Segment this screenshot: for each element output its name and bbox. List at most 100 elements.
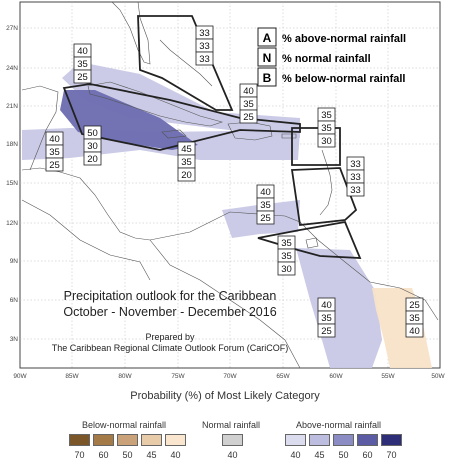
- key-text-b: % below-normal rainfall: [282, 73, 405, 85]
- probability-cell: [277, 261, 296, 276]
- probability-value-b: 33: [350, 185, 361, 196]
- key-letter-b: B: [263, 71, 272, 85]
- lon-label: 70W: [223, 373, 237, 380]
- probability-value-n: 35: [321, 313, 332, 324]
- probability-boxes: 33 33 33 40 35 25 40 35 25 35 35 30 40 35 25 50 30 20 45 35…: [45, 25, 424, 338]
- below-swatch: [93, 434, 114, 446]
- probability-value-a: 25: [409, 300, 420, 311]
- lat-label: 3N: [10, 336, 19, 343]
- lon-label: 90W: [13, 373, 27, 380]
- below-swatch-value: 45: [146, 450, 157, 460]
- probability-value-b: 30: [321, 136, 332, 147]
- prepared-by-line1: Prepared by: [145, 332, 195, 342]
- probability-value-a: 35: [321, 110, 332, 121]
- probability-value-b: 40: [409, 326, 420, 337]
- bahamas-outline: [159, 39, 213, 87]
- above-swatch: [381, 434, 402, 446]
- probability-box: 40 35 25: [45, 131, 64, 172]
- below-swatch-value: 50: [122, 450, 133, 460]
- map-title-line1: Precipitation outlook for the Caribbean: [64, 289, 277, 303]
- lat-label: 6N: [10, 297, 19, 304]
- key-text-n: % normal rainfall: [282, 53, 371, 65]
- above-swatch: [333, 434, 354, 446]
- probability-value-b: 20: [87, 154, 98, 165]
- key-box-n: [257, 47, 277, 67]
- lon-label: 75W: [171, 373, 185, 380]
- probability-value-n: 35: [409, 313, 420, 324]
- key-box-a: [257, 27, 277, 47]
- probability-box: 45 35 20: [177, 141, 196, 182]
- probability-cell: [346, 182, 365, 197]
- lon-label: 60W: [329, 373, 343, 380]
- probability-value-a: 40: [49, 134, 60, 145]
- probability-value-a: 35: [281, 238, 292, 249]
- normal-label: Normal rainfall: [202, 420, 261, 430]
- lat-label: 9N: [10, 258, 19, 265]
- lon-label: 55W: [381, 373, 395, 380]
- probability-box: 33 33 33: [195, 25, 214, 66]
- probability-box: 40 35 25: [317, 297, 336, 338]
- below-normal-label: Below-normal rainfall: [82, 420, 167, 430]
- probability-box: 33 33 33: [346, 156, 365, 197]
- probability-value-a: 45: [181, 144, 192, 155]
- probability-box: 40 35 25: [239, 83, 258, 124]
- probability-value-n: 33: [199, 41, 210, 52]
- above-swatch: [357, 434, 378, 446]
- coastlines: [21, 1, 439, 369]
- probability-value-b: 30: [281, 264, 292, 275]
- probability-legend: Probability (%) of Most Likely Category …: [0, 386, 450, 462]
- probability-value-n: 35: [49, 147, 60, 158]
- lat-label: 27N: [6, 25, 18, 32]
- jamaica-outline: [161, 129, 187, 139]
- probability-value-n: 35: [77, 59, 88, 70]
- above-swatch: [285, 434, 306, 446]
- south-america-outline: [149, 211, 439, 321]
- lat-label: 18N: [6, 141, 18, 148]
- probability-value-b: 33: [199, 54, 210, 65]
- probability-value-n: 30: [87, 141, 98, 152]
- andes-outline: [149, 239, 301, 369]
- pacific-coast-outline: [21, 199, 151, 281]
- legend-title: Probability (%) of Most Likely Category: [130, 390, 320, 402]
- below-swatch: [69, 434, 90, 446]
- lon-label: 85W: [65, 373, 79, 380]
- probability-value-b: 25: [49, 160, 60, 171]
- probability-value-n: 33: [350, 172, 361, 183]
- above-swatch-value: 60: [362, 450, 373, 460]
- probability-value-a: 50: [87, 128, 98, 139]
- probability-cell: [256, 210, 275, 225]
- probability-value-a: 40: [243, 86, 254, 97]
- probability-cell: [239, 109, 258, 124]
- longitude-labels: 90W 85W 80W 75W 70W 65W 60W 55W 50W: [13, 373, 445, 380]
- lat-label: 12N: [6, 220, 18, 227]
- probability-box: 50 30 20: [83, 125, 102, 166]
- probability-cell: [405, 323, 424, 338]
- probability-value-b: 20: [181, 170, 192, 181]
- lat-label: 24N: [6, 65, 18, 72]
- probability-value-a: 40: [321, 300, 332, 311]
- probability-value-a: 40: [77, 46, 88, 57]
- region-boundaries: [62, 15, 362, 259]
- probability-box: 40 35 25: [73, 43, 92, 84]
- probability-box: 35 35 30: [317, 107, 336, 148]
- probability-cell: [45, 157, 64, 172]
- above-swatch: [309, 434, 330, 446]
- above-swatch-value: 45: [314, 450, 325, 460]
- probability-value-b: 25: [321, 326, 332, 337]
- below-swatch-value: 40: [170, 450, 181, 460]
- probability-value-a: 40: [260, 187, 271, 198]
- lon-label: 50W: [431, 373, 445, 380]
- below-swatch-value: 70: [74, 450, 85, 460]
- probability-value-b: 25: [243, 112, 254, 123]
- probability-value-n: 35: [321, 123, 332, 134]
- probability-value-a: 33: [350, 159, 361, 170]
- trinidad-outline: [305, 237, 319, 249]
- below-swatch-value: 60: [98, 450, 109, 460]
- map-title-line2: October - November - December 2016: [63, 305, 276, 319]
- probability-value-n: 35: [281, 251, 292, 262]
- probability-value-n: 35: [243, 99, 254, 110]
- above-swatch-value: 50: [338, 450, 349, 460]
- boundary-bahamas: [137, 15, 234, 111]
- probability-cell: [83, 151, 102, 166]
